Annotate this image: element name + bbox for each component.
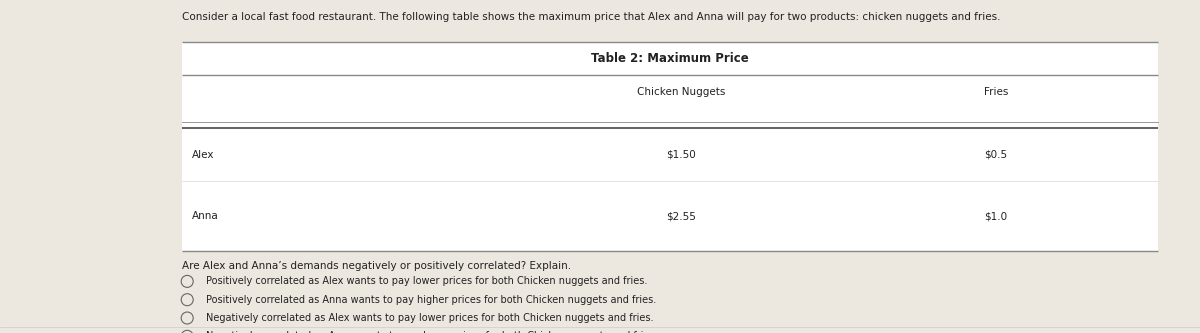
Text: $1.50: $1.50 xyxy=(666,150,696,160)
Text: Anna: Anna xyxy=(192,211,218,221)
Text: Negatively correlated as Anna wants to pay lower prices for both Chicken nuggets: Negatively correlated as Anna wants to p… xyxy=(206,331,658,333)
Text: $0.5: $0.5 xyxy=(984,150,1008,160)
Text: Table 2: Maximum Price: Table 2: Maximum Price xyxy=(592,52,749,65)
Text: Chicken Nuggets: Chicken Nuggets xyxy=(637,87,725,97)
Text: Positively correlated as Anna wants to pay higher prices for both Chicken nugget: Positively correlated as Anna wants to p… xyxy=(206,295,656,305)
Text: Negatively correlated as Alex wants to pay lower prices for both Chicken nuggets: Negatively correlated as Alex wants to p… xyxy=(206,313,654,323)
FancyBboxPatch shape xyxy=(182,42,1158,251)
Text: $2.55: $2.55 xyxy=(666,211,696,221)
Text: Positively correlated as Alex wants to pay lower prices for both Chicken nuggets: Positively correlated as Alex wants to p… xyxy=(206,276,648,286)
Text: Alex: Alex xyxy=(192,150,215,160)
Text: $1.0: $1.0 xyxy=(984,211,1008,221)
Text: Fries: Fries xyxy=(984,87,1008,97)
Text: Are Alex and Anna’s demands negatively or positively correlated? Explain.: Are Alex and Anna’s demands negatively o… xyxy=(182,261,571,271)
Text: Consider a local fast food restaurant. The following table shows the maximum pri: Consider a local fast food restaurant. T… xyxy=(182,12,1001,22)
